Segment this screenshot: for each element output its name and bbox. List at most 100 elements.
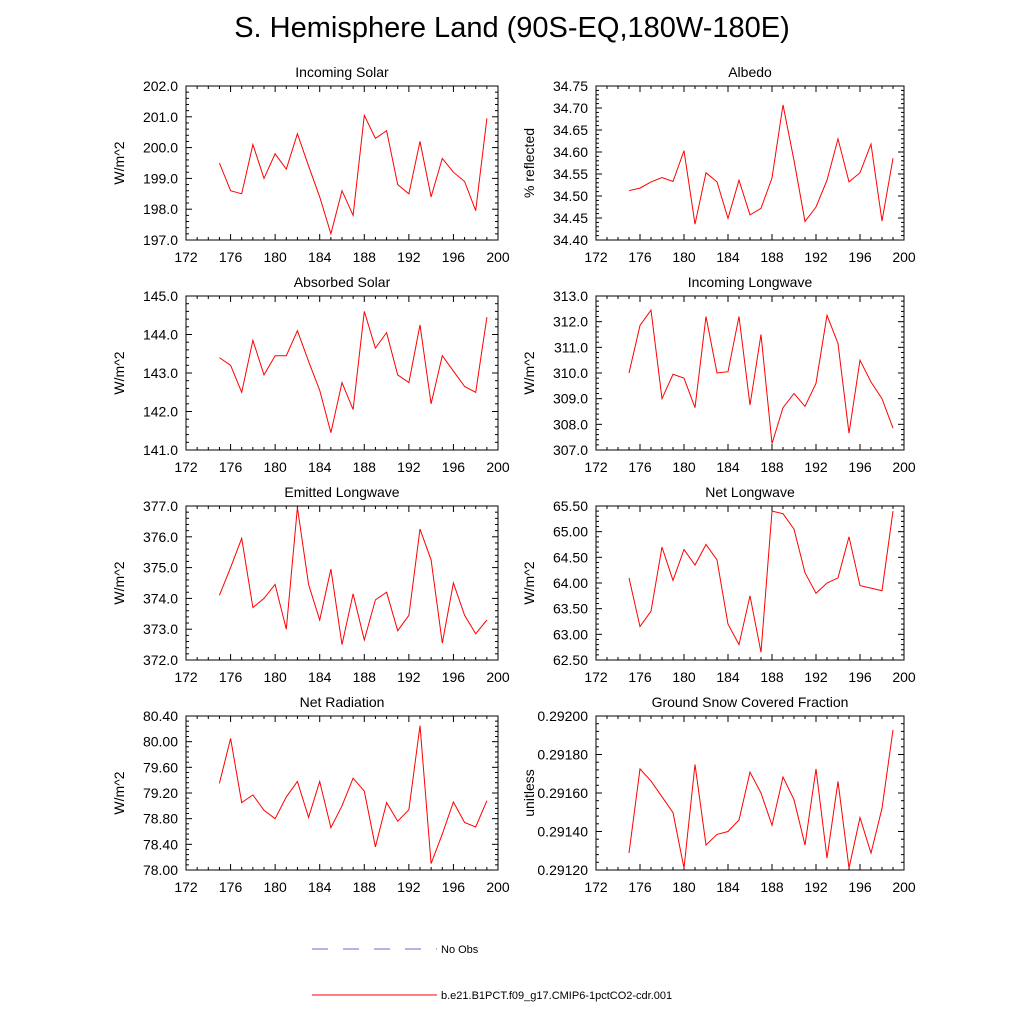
x-tick-label: 192 [804, 249, 828, 265]
y-tick-label: 200.0 [143, 140, 178, 156]
x-tick-label: 200 [486, 669, 510, 685]
y-tick-label: 63.00 [553, 626, 588, 642]
y-tick-label: 144.0 [143, 327, 178, 343]
x-tick-label: 196 [848, 459, 872, 475]
x-tick-label: 188 [353, 669, 377, 685]
series-line [218, 113, 488, 236]
x-tick-label: 196 [848, 669, 872, 685]
x-tick-label: 172 [584, 669, 608, 685]
panel-title: Emitted Longwave [284, 484, 399, 500]
x-tick-label: 184 [308, 459, 332, 475]
x-tick-label: 192 [397, 249, 421, 265]
x-tick-label: 192 [804, 459, 828, 475]
panel-title: Incoming Longwave [688, 274, 813, 290]
y-tick-label: 142.0 [143, 404, 178, 420]
plot-frame [595, 505, 905, 661]
x-tick-label: 172 [584, 459, 608, 475]
panel-7: Ground Snow Covered Fraction unitless 172 1… [521, 694, 916, 895]
y-tick-label: 64.50 [553, 549, 588, 565]
x-tick-label: 172 [174, 669, 198, 685]
x-tick-label: 176 [628, 249, 652, 265]
y-tick-label: 34.45 [553, 210, 588, 226]
y-axis-label: W/m^2 [111, 141, 127, 184]
page-title: S. Hemisphere Land (90S-EQ,180W-180E) [234, 12, 790, 44]
y-tick-label: 64.00 [553, 575, 588, 591]
y-tick-label: 78.80 [143, 811, 178, 827]
x-tick-label: 180 [263, 669, 287, 685]
x-tick-label: 184 [716, 879, 740, 895]
x-tick-label: 200 [486, 459, 510, 475]
y-tick-label: 80.40 [143, 708, 178, 724]
y-tick-label: 310.0 [553, 365, 588, 381]
y-tick-label: 78.00 [143, 862, 178, 878]
x-tick-label: 200 [892, 879, 916, 895]
y-tick-label: 34.75 [553, 78, 588, 94]
y-axis-label: W/m^2 [111, 771, 127, 814]
y-tick-label: 198.0 [143, 201, 178, 217]
panel-6: Net Radiation W/m^2 172 176 180 184 188 192 196 2… [111, 694, 510, 895]
x-tick-label: 192 [804, 879, 828, 895]
y-tick-label: 79.20 [143, 785, 178, 801]
x-tick-label: 200 [892, 459, 916, 475]
y-tick-label: 0.29200 [537, 708, 588, 724]
x-tick-label: 192 [397, 459, 421, 475]
y-tick-label: 34.55 [553, 166, 588, 182]
x-tick-label: 180 [672, 669, 696, 685]
x-tick-label: 200 [892, 669, 916, 685]
panel-5: Net Longwave W/m^2 172 176 180 184 188 192 196 20… [521, 484, 916, 685]
x-tick-label: 200 [892, 249, 916, 265]
y-tick-label: 34.60 [553, 144, 588, 160]
x-tick-label: 188 [353, 249, 377, 265]
panel-title: Incoming Solar [295, 64, 389, 80]
x-tick-label: 188 [760, 459, 784, 475]
x-tick-label: 196 [442, 459, 466, 475]
y-tick-label: 78.40 [143, 836, 178, 852]
x-tick-label: 184 [308, 249, 332, 265]
plot-frame [595, 85, 905, 241]
x-tick-label: 196 [848, 879, 872, 895]
series-line [628, 729, 894, 869]
panel-4: Emitted Longwave W/m^2 172 176 180 184 188 192 1… [111, 484, 510, 685]
series-line [219, 311, 488, 433]
panel-title: Albedo [728, 64, 772, 80]
x-tick-label: 184 [308, 879, 332, 895]
y-tick-label: 308.0 [553, 416, 588, 432]
y-tick-label: 373.0 [143, 621, 178, 637]
x-tick-label: 172 [174, 879, 198, 895]
y-tick-label: 377.0 [143, 498, 178, 514]
y-tick-label: 34.70 [553, 100, 588, 116]
y-tick-label: 201.0 [143, 109, 178, 125]
x-tick-label: 180 [263, 459, 287, 475]
panel-1: Albedo % reflected 172 176 180 184 188 192 196 20… [521, 64, 916, 265]
x-tick-label: 176 [219, 879, 243, 895]
x-tick-label: 192 [397, 669, 421, 685]
x-tick-label: 188 [760, 879, 784, 895]
series-line [218, 725, 488, 864]
x-tick-label: 180 [263, 249, 287, 265]
series-line [628, 104, 894, 225]
y-tick-label: 143.0 [143, 365, 178, 381]
x-tick-label: 184 [716, 249, 740, 265]
y-tick-label: 34.50 [553, 188, 588, 204]
x-tick-label: 180 [263, 879, 287, 895]
y-tick-label: 63.50 [553, 601, 588, 617]
x-tick-label: 188 [353, 459, 377, 475]
x-tick-label: 176 [628, 879, 652, 895]
y-tick-label: 311.0 [554, 339, 588, 355]
x-tick-label: 184 [716, 459, 740, 475]
x-tick-label: 172 [174, 249, 198, 265]
y-tick-label: 0.29160 [537, 785, 588, 801]
x-tick-label: 176 [219, 459, 243, 475]
y-tick-label: 141.0 [143, 442, 178, 458]
x-tick-label: 192 [804, 669, 828, 685]
y-axis-label: % reflected [521, 128, 537, 198]
plot-frame [185, 505, 499, 661]
x-tick-label: 180 [672, 249, 696, 265]
plot-frame [185, 715, 499, 871]
x-tick-label: 180 [672, 879, 696, 895]
x-tick-label: 188 [760, 249, 784, 265]
plot-frame [185, 295, 499, 451]
y-axis-label: unitless [521, 769, 537, 816]
x-tick-label: 196 [848, 249, 872, 265]
y-tick-label: 0.29120 [537, 862, 588, 878]
